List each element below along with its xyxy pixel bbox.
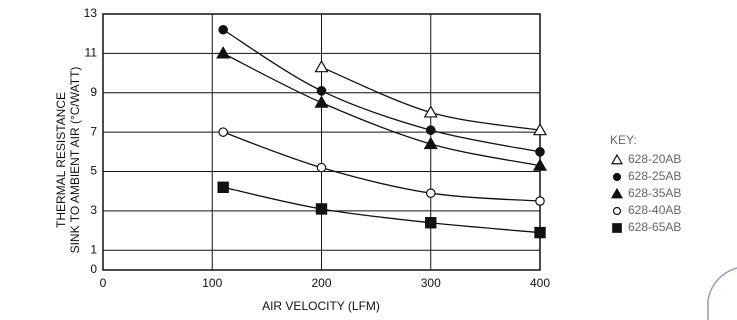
marker xyxy=(535,147,545,157)
marker xyxy=(425,125,436,135)
y-tick-label: 0 xyxy=(90,262,97,276)
legend-label: 628-40AB xyxy=(628,203,681,217)
marker xyxy=(316,86,327,96)
y-tick-label: 9 xyxy=(90,85,97,99)
marker xyxy=(314,95,329,108)
series-line xyxy=(222,52,541,167)
x-tick-label: 100 xyxy=(202,276,222,290)
marker xyxy=(532,122,548,136)
y-tick-label: 3 xyxy=(90,203,97,217)
marker xyxy=(316,162,327,173)
decoration xyxy=(707,267,737,320)
series-line xyxy=(222,29,541,153)
marker xyxy=(218,24,228,35)
legend-marker xyxy=(610,153,624,165)
x-tick-label: 0 xyxy=(100,276,107,290)
marker xyxy=(423,136,438,150)
y-tick-label: 1 xyxy=(90,242,97,256)
marker xyxy=(218,127,228,137)
marker xyxy=(315,203,328,215)
marker xyxy=(425,217,437,229)
x-axis-label: AIR VELOCITY (LFM) xyxy=(262,299,380,313)
marker xyxy=(425,188,436,198)
legend-marker xyxy=(612,223,622,233)
marker xyxy=(535,196,545,206)
legend-label: 628-25AB xyxy=(628,169,681,183)
x-tick-label: 200 xyxy=(311,276,331,290)
series-line xyxy=(222,131,541,202)
marker xyxy=(314,59,329,73)
y-tick-label: 5 xyxy=(90,164,97,178)
legend: KEY: 628-20AB 628-25AB 628-35AB 628-40AB 628… xyxy=(610,133,681,234)
legend-label: 628-20AB xyxy=(628,152,681,166)
marker xyxy=(217,181,229,193)
legend-label: 628-35AB xyxy=(628,186,681,200)
y-tick-label: 11 xyxy=(85,46,98,60)
marker xyxy=(216,46,231,59)
legend-marker xyxy=(612,206,622,216)
x-tick-label: 400 xyxy=(530,276,550,290)
y-axis-label: THERMAL RESISTANCE xyxy=(54,92,68,228)
y-tick-label: 13 xyxy=(84,6,98,20)
legend-marker xyxy=(612,172,622,182)
marker xyxy=(532,158,548,171)
legend-marker xyxy=(610,187,624,199)
x-tick-label: 300 xyxy=(421,276,441,290)
marker xyxy=(423,105,438,118)
legend-title: KEY: xyxy=(610,133,637,147)
series-line xyxy=(223,186,541,234)
y-axis-label: SINK TO AMBIENT AIR (°C/WATT) xyxy=(68,67,82,254)
y-tick-label: 7 xyxy=(90,124,97,138)
marker xyxy=(534,226,546,239)
legend-label: 628-65AB xyxy=(628,220,681,234)
